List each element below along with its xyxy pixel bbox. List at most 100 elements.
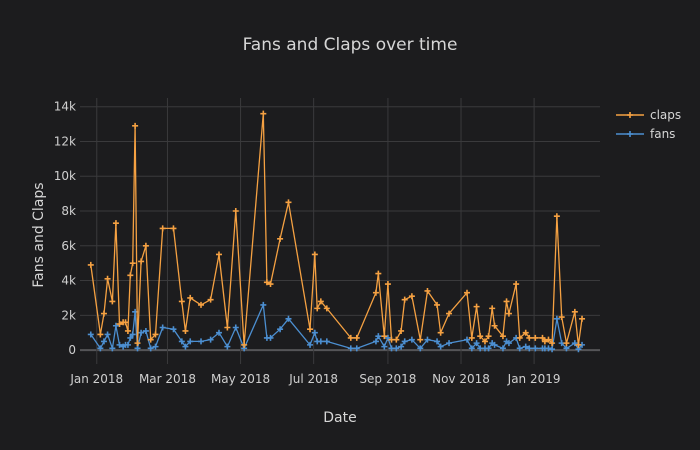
data-point-claps[interactable] (477, 333, 484, 340)
data-point-fans[interactable] (417, 345, 424, 352)
data-point-claps[interactable] (147, 336, 154, 343)
data-point-claps[interactable] (375, 270, 382, 277)
data-point-claps[interactable] (260, 110, 267, 117)
data-point-claps[interactable] (491, 322, 498, 329)
data-point-claps[interactable] (485, 333, 492, 340)
legend-item-fans[interactable]: fans (616, 127, 675, 141)
data-point-claps[interactable] (446, 310, 453, 317)
data-point-claps[interactable] (317, 298, 324, 305)
data-point-claps[interactable] (178, 298, 185, 305)
data-point-fans[interactable] (159, 324, 166, 331)
data-point-claps[interactable] (124, 327, 131, 334)
data-point-claps[interactable] (87, 261, 94, 268)
data-point-claps[interactable] (545, 336, 552, 343)
data-point-fans[interactable] (526, 345, 533, 352)
data-point-claps[interactable] (468, 334, 475, 341)
data-point-claps[interactable] (526, 334, 533, 341)
data-point-claps[interactable] (372, 289, 379, 296)
data-point-claps[interactable] (393, 336, 400, 343)
data-point-claps[interactable] (541, 338, 548, 345)
data-point-fans[interactable] (375, 333, 382, 340)
data-point-claps[interactable] (129, 260, 136, 267)
data-point-fans[interactable] (549, 346, 556, 353)
data-point-claps[interactable] (187, 294, 194, 301)
data-point-claps[interactable] (152, 331, 159, 338)
data-point-claps[interactable] (100, 310, 107, 317)
data-point-claps[interactable] (198, 301, 205, 308)
data-point-fans[interactable] (499, 345, 506, 352)
data-point-claps[interactable] (539, 334, 546, 341)
data-point-fans[interactable] (147, 345, 154, 352)
data-point-fans[interactable] (553, 315, 560, 322)
data-point-claps[interactable] (224, 324, 231, 331)
data-point-claps[interactable] (116, 321, 123, 328)
data-point-claps[interactable] (558, 314, 565, 321)
data-point-fans[interactable] (381, 343, 388, 350)
data-point-claps[interactable] (170, 225, 177, 232)
data-point-fans[interactable] (267, 334, 274, 341)
data-point-fans[interactable] (97, 345, 104, 352)
data-point-claps[interactable] (563, 340, 570, 347)
data-point-fans[interactable] (127, 334, 134, 341)
data-point-claps[interactable] (437, 329, 444, 336)
data-point-claps[interactable] (553, 213, 560, 220)
data-point-fans[interactable] (178, 338, 185, 345)
data-point-fans[interactable] (311, 329, 318, 336)
data-point-claps[interactable] (481, 338, 488, 345)
data-point-claps[interactable] (417, 336, 424, 343)
data-point-fans[interactable] (347, 345, 354, 352)
data-point-claps[interactable] (132, 122, 139, 129)
data-point-fans[interactable] (424, 336, 431, 343)
data-point-fans[interactable] (393, 345, 400, 352)
data-point-fans[interactable] (142, 327, 149, 334)
data-point-claps[interactable] (398, 327, 405, 334)
data-point-fans[interactable] (138, 329, 145, 336)
data-point-fans[interactable] (112, 322, 119, 329)
data-point-claps[interactable] (122, 319, 129, 326)
data-point-fans[interactable] (109, 345, 116, 352)
data-point-claps[interactable] (516, 334, 523, 341)
data-point-claps[interactable] (505, 310, 512, 317)
data-point-fans[interactable] (323, 338, 330, 345)
data-point-claps[interactable] (381, 333, 388, 340)
data-point-claps[interactable] (311, 251, 318, 258)
data-point-fans[interactable] (571, 340, 578, 347)
data-point-claps[interactable] (532, 334, 539, 341)
data-point-fans[interactable] (182, 343, 189, 350)
data-point-claps[interactable] (277, 235, 284, 242)
data-point-claps[interactable] (384, 281, 391, 288)
data-point-fans[interactable] (464, 336, 471, 343)
data-point-fans[interactable] (473, 340, 480, 347)
data-point-fans[interactable] (87, 331, 94, 338)
data-point-claps[interactable] (267, 281, 274, 288)
data-point-claps[interactable] (401, 296, 408, 303)
legend-item-claps[interactable]: claps (616, 108, 681, 122)
data-point-claps[interactable] (473, 303, 480, 310)
data-point-claps[interactable] (575, 341, 582, 348)
data-point-claps[interactable] (232, 208, 239, 215)
data-point-fans[interactable] (129, 331, 136, 338)
data-point-fans[interactable] (408, 336, 415, 343)
data-point-claps[interactable] (134, 340, 141, 347)
data-point-claps[interactable] (207, 296, 214, 303)
data-point-fans[interactable] (285, 315, 292, 322)
data-point-fans[interactable] (505, 340, 512, 347)
data-point-claps[interactable] (464, 289, 471, 296)
data-point-fans[interactable] (398, 343, 405, 350)
data-point-claps[interactable] (109, 298, 116, 305)
data-point-fans[interactable] (170, 326, 177, 333)
data-point-claps[interactable] (522, 329, 529, 336)
data-point-fans[interactable] (522, 343, 529, 350)
data-point-fans[interactable] (532, 345, 539, 352)
data-point-claps[interactable] (127, 272, 134, 279)
data-point-fans[interactable] (491, 341, 498, 348)
data-point-fans[interactable] (516, 345, 523, 352)
data-point-claps[interactable] (513, 281, 520, 288)
data-point-fans[interactable] (198, 338, 205, 345)
data-point-claps[interactable] (138, 258, 145, 265)
data-point-fans[interactable] (232, 324, 239, 331)
data-point-claps[interactable] (314, 305, 321, 312)
data-point-claps[interactable] (263, 279, 270, 286)
data-point-fans[interactable] (124, 341, 131, 348)
data-point-claps[interactable] (142, 242, 149, 249)
